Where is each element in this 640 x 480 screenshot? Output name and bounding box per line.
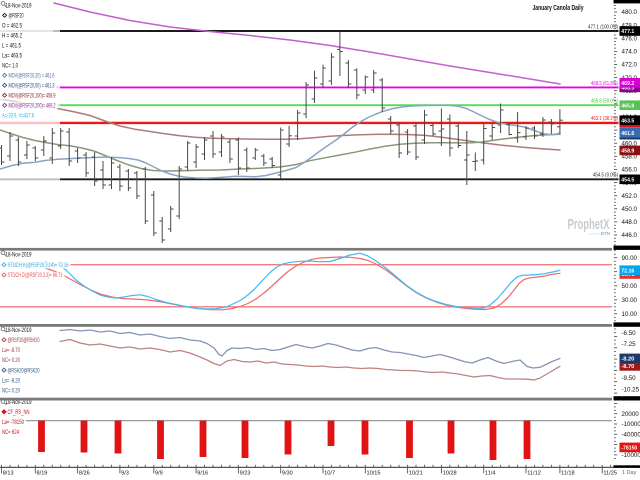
svg-text:MOV(@RSF20,20) = 461.6: MOV(@RSF20,20) = 461.6: [9, 74, 55, 80]
svg-text:478.0: 478.0: [622, 22, 638, 29]
svg-text:La= -8.70: La= -8.70: [2, 348, 20, 354]
svg-text:454.5: 454.5: [621, 177, 635, 183]
svg-text:La= -78150: La= -78150: [2, 420, 24, 426]
svg-text:477.1 (100.0%): 477.1 (100.0%): [588, 25, 618, 31]
svg-text:465.8: 465.8: [621, 103, 635, 109]
svg-text:18-Nov-2019: 18-Nov-2019: [6, 253, 32, 259]
svg-text:18-Nov-2019: 18-Nov-2019: [6, 328, 32, 334]
svg-text:468.5 (61.8%): 468.5 (61.8%): [591, 81, 618, 87]
svg-text:MOV(@RSF20,100)= 458.9: MOV(@RSF20,100)= 458.9: [9, 94, 56, 100]
svg-text:452.0: 452.0: [622, 193, 638, 200]
svg-text:DTN: DTN: [601, 231, 610, 236]
svg-text:11/18: 11/18: [561, 471, 575, 477]
svg-text:477.1: 477.1: [621, 29, 635, 35]
svg-text:NC= 624: NC= 624: [2, 430, 19, 436]
svg-text:9/9: 9/9: [155, 471, 163, 477]
svg-text:10/15: 10/15: [366, 471, 380, 477]
svg-text:-78150: -78150: [621, 446, 637, 452]
svg-text:-10000: -10000: [622, 421, 640, 428]
svg-text:ProphetX: ProphetX: [568, 217, 610, 233]
svg-text:8/13: 8/13: [3, 471, 14, 477]
svg-text:L = 461.5: L = 461.5: [2, 44, 22, 50]
svg-text:480.0: 480.0: [622, 9, 638, 16]
svg-text:9/23: 9/23: [240, 471, 251, 477]
svg-text:11/12: 11/12: [527, 471, 541, 477]
svg-text:-40000: -40000: [622, 432, 640, 439]
svg-text:-7.25: -7.25: [622, 341, 637, 348]
svg-text:9/3: 9/3: [121, 471, 129, 477]
svg-text:18-Nov-2019: 18-Nov-2019: [6, 400, 32, 406]
svg-text:72.16: 72.16: [621, 268, 635, 274]
svg-text:450.0: 450.0: [622, 206, 638, 213]
svg-text:1 Day: 1 Day: [622, 470, 637, 476]
svg-text:-6.50: -6.50: [622, 330, 637, 337]
svg-text:458.9: 458.9: [621, 149, 635, 155]
svg-text:STOCH K(@RSF20,3,14)= 72.16: STOCH K(@RSF20,3,14)= 72.16: [8, 263, 69, 269]
svg-text:10/21: 10/21: [409, 471, 423, 477]
svg-text:STOCH D(@RSF20,3,3)= 66.71: STOCH D(@RSF20,3,3)= 66.71: [8, 273, 63, 279]
svg-text:463.5: 463.5: [621, 118, 635, 124]
svg-text:-100000: -100000: [622, 452, 640, 459]
svg-text:January Canola Daily: January Canola Daily: [533, 3, 585, 12]
svg-text:-10.25: -10.25: [622, 386, 640, 393]
svg-text:A=-33.9, V=437.6: A=-33.9, V=437.6: [2, 114, 34, 120]
svg-text:NC= 1.0: NC= 1.0: [2, 64, 18, 70]
svg-text:MOV(@RSF20,200)= 469.2: MOV(@RSF20,200)= 469.2: [9, 104, 56, 110]
svg-text:9/30: 9/30: [282, 471, 293, 477]
svg-text:10.00: 10.00: [622, 311, 638, 318]
svg-text:460.0: 460.0: [622, 140, 638, 147]
svg-text:461.6: 461.6: [621, 131, 635, 137]
svg-text:11/25: 11/25: [603, 471, 617, 477]
svg-text:La= 463.5: La= 463.5: [2, 54, 22, 60]
svg-text:458.0: 458.0: [622, 154, 638, 161]
svg-text:10/28: 10/28: [443, 471, 457, 477]
svg-text:474.0: 474.0: [622, 49, 638, 56]
svg-text:powered by: powered by: [588, 232, 604, 236]
svg-text:472.0: 472.0: [622, 62, 638, 69]
svg-text:@RSF20: @RSF20: [9, 14, 24, 20]
svg-text:CF_RS_NN: CF_RS_NN: [8, 410, 30, 416]
svg-text:-8.70: -8.70: [621, 364, 634, 370]
svg-text:456.0: 456.0: [622, 167, 638, 174]
svg-text:468.5: 468.5: [621, 86, 635, 92]
svg-text:MOV(@RSF20,50) = 461.3: MOV(@RSF20,50) = 461.3: [9, 84, 55, 90]
svg-text:476.0: 476.0: [622, 35, 638, 42]
svg-text:18-Nov-2019: 18-Nov-2019: [6, 4, 32, 10]
svg-text:11/4: 11/4: [485, 471, 495, 477]
svg-text:30.00: 30.00: [622, 297, 638, 304]
svg-text:10/7: 10/7: [324, 471, 335, 477]
svg-text:8/19: 8/19: [37, 471, 48, 477]
svg-text:La= -8.20: La= -8.20: [2, 378, 20, 384]
svg-text:NC= 0.20: NC= 0.20: [2, 389, 20, 395]
svg-text:463.1 (38.2%): 463.1 (38.2%): [591, 116, 618, 122]
svg-text:446.0: 446.0: [622, 232, 638, 239]
svg-text:@RSF20@RSH20: @RSF20@RSH20: [8, 338, 40, 344]
svg-text:@RSH20@RSK20: @RSH20@RSK20: [8, 368, 40, 374]
svg-text:9/16: 9/16: [197, 471, 208, 477]
svg-text:454.5 (0.0%): 454.5 (0.0%): [593, 173, 618, 179]
svg-text:90.00: 90.00: [622, 255, 638, 262]
svg-text:8/26: 8/26: [79, 471, 90, 477]
svg-text:20000: 20000: [622, 411, 640, 418]
svg-text:H = 465.2: H = 465.2: [2, 34, 23, 40]
svg-text:465.8 (50.0%): 465.8 (50.0%): [591, 98, 618, 104]
svg-text:O = 462.5: O = 462.5: [2, 24, 22, 30]
svg-text:-8.20: -8.20: [621, 357, 634, 363]
svg-text:-9.50: -9.50: [622, 375, 637, 382]
svg-text:66.71: 66.71: [621, 272, 635, 278]
svg-text:448.0: 448.0: [622, 219, 638, 226]
svg-text:469.2: 469.2: [621, 81, 634, 87]
svg-text:50.00: 50.00: [622, 283, 638, 290]
svg-text:NC= 0.20: NC= 0.20: [2, 358, 20, 364]
